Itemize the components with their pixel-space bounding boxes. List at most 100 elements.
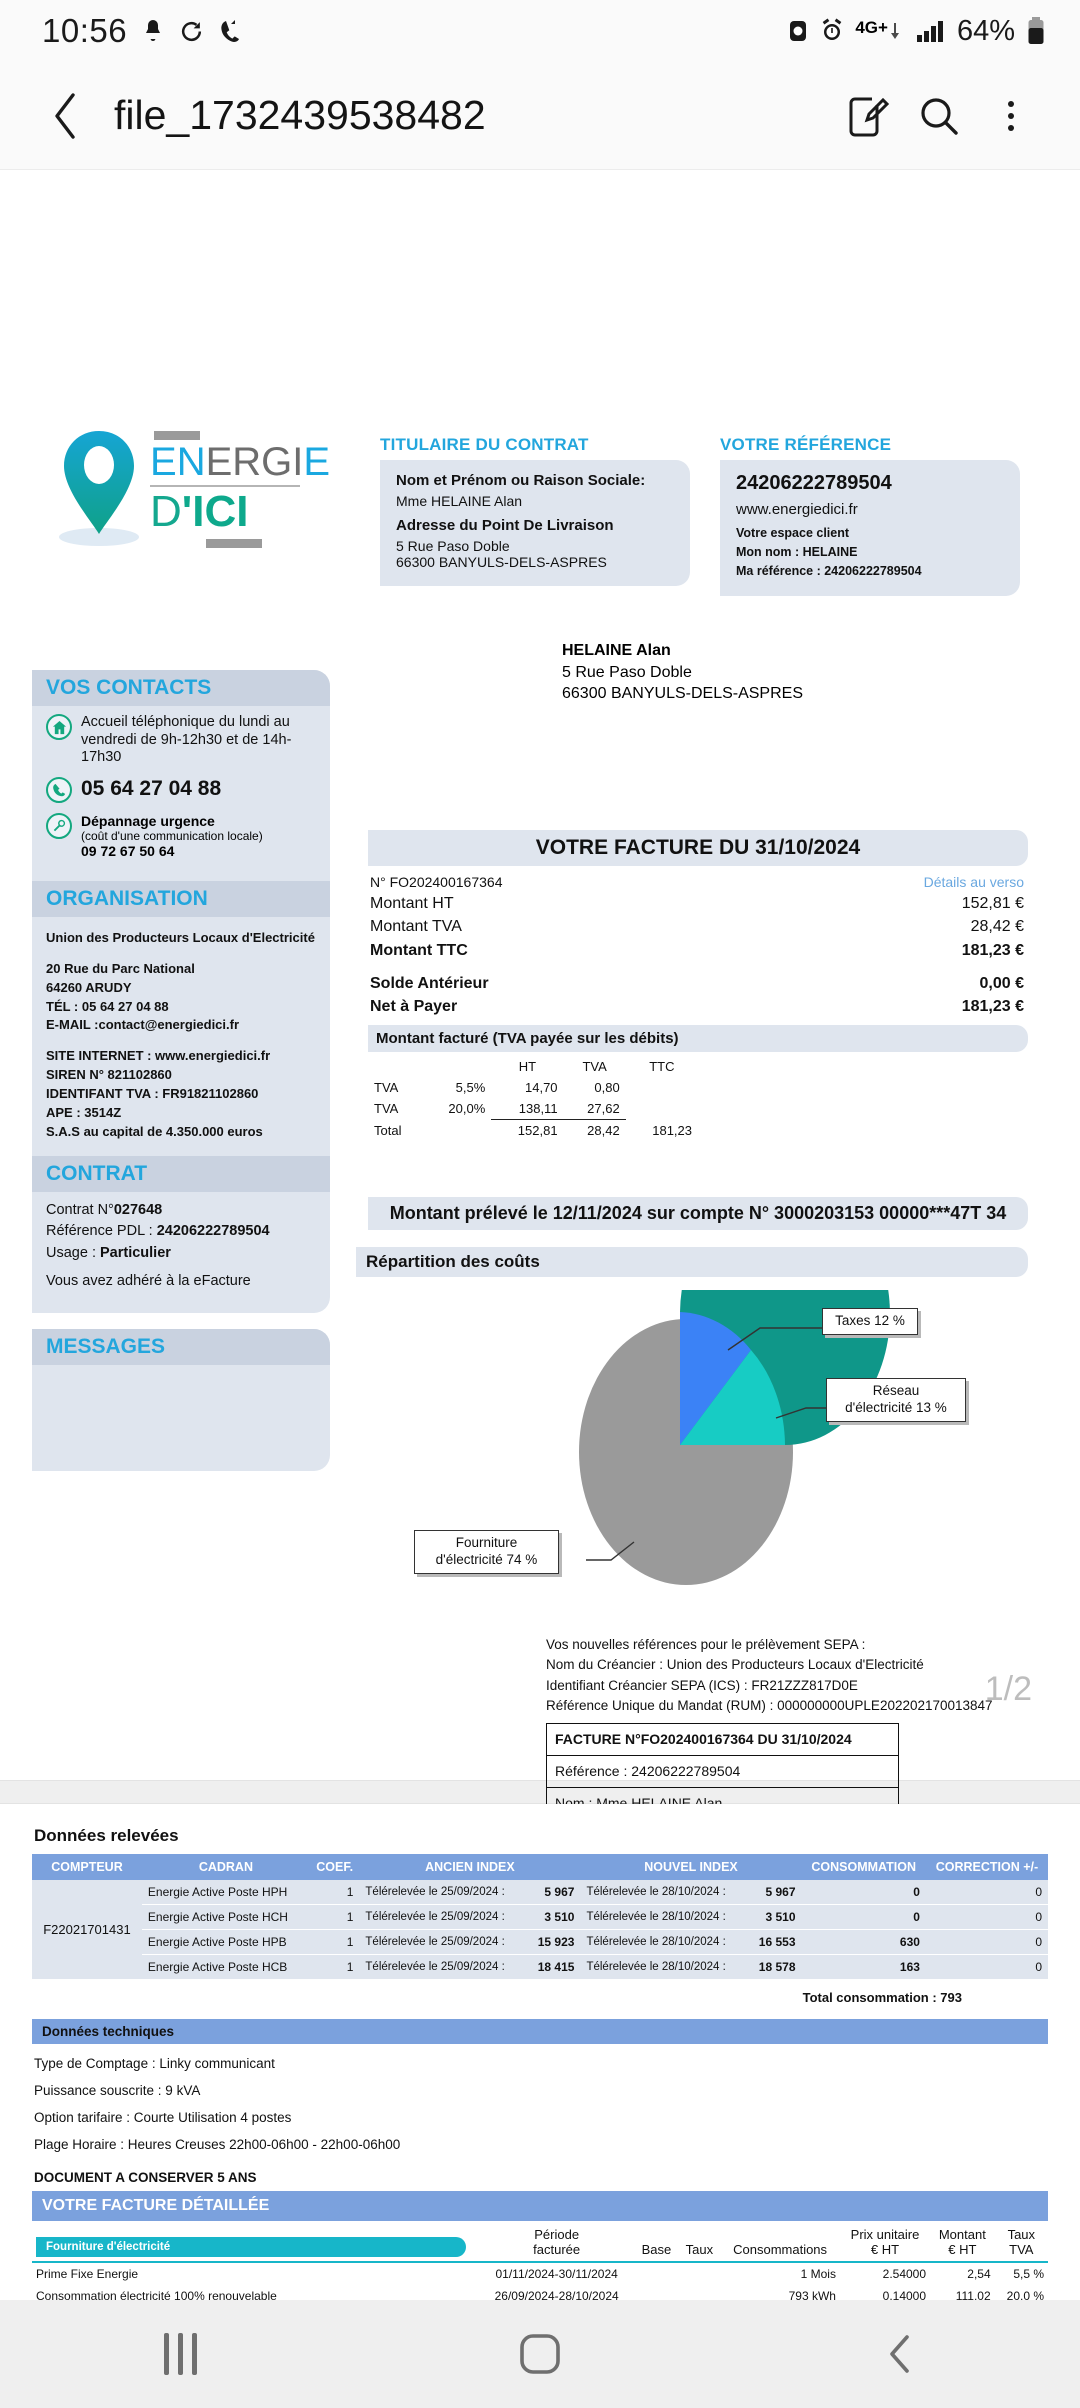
- system-navigation-bar: [0, 2300, 1080, 2408]
- ancien-label: Télérelevée le 25/09/2024 :: [359, 1954, 527, 1980]
- alarm-icon: [820, 18, 844, 44]
- tech-line: Type de Comptage : Linky communicant: [34, 2056, 275, 2071]
- document-viewer[interactable]: ENERGIE D'ICI TITULAIRE DU CONTRAT Nom e…: [0, 170, 1080, 2389]
- location-pin-icon: [59, 431, 139, 546]
- readings-table: COMPTEUR CADRAN COEF. ANCIEN INDEX NOUVE…: [32, 1854, 1048, 1980]
- row-value: 0,00 €: [979, 974, 1024, 992]
- th-periode-l1: Période: [534, 2227, 580, 2242]
- invoice-number-row: N° FO202400167364 Détails au verso: [370, 872, 1024, 892]
- nouvel-value: 18 578: [747, 1954, 802, 1980]
- vat-rate: 20,0%: [448, 1101, 486, 1117]
- invoice-page-2: Données relevées COMPTEUR CADRAN COEF. A…: [0, 1804, 1080, 2389]
- nouvel-label: Télérelevée le 28/10/2024 :: [580, 1904, 748, 1930]
- vat-ttc: [626, 1098, 698, 1120]
- contrat-usage: Usage : Particulier: [46, 1243, 318, 1265]
- more-options-icon[interactable]: [978, 83, 1044, 149]
- th-taux-tva: Taux TVA: [995, 2225, 1048, 2259]
- contacts-card: VOS CONTACTS Accueil téléphonique du lun…: [32, 670, 330, 1313]
- vat-ht: 138,11: [518, 1101, 558, 1116]
- contrat-body: Contrat N°027648 Référence PDL : 2420622…: [32, 1192, 330, 1313]
- contacts-depannage: Dépannage urgence (coût d'une communicat…: [81, 813, 263, 859]
- reference-heading: VOTRE RÉFÉRENCE: [720, 435, 892, 454]
- th-consommations: Consommations: [733, 2242, 828, 2257]
- row-label: Montant TVA: [370, 918, 462, 936]
- depannage-phone: 09 72 67 50 64: [81, 843, 175, 860]
- donnees-relevees-title: Données relevées: [34, 1826, 179, 1845]
- signal-icon: [916, 18, 946, 44]
- sepa-line2: Nom du Créancier : Union des Producteurs…: [546, 1657, 924, 1673]
- table-row: F22021701431 Energie Active Poste HPH 1 …: [32, 1880, 1048, 1980]
- back-icon[interactable]: [840, 2324, 960, 2384]
- nouvel-label: Télérelevée le 28/10/2024 :: [580, 1929, 748, 1955]
- document-conserver-note: DOCUMENT A CONSERVER 5 ANS: [34, 2170, 257, 2185]
- pie-label-taxes: Taxes 12 %: [822, 1308, 918, 1335]
- org-address2: 64260 ARUDY: [46, 979, 132, 995]
- page-indicator: 1/2: [984, 1670, 1032, 1708]
- edit-icon[interactable]: [834, 83, 900, 149]
- facture-detaillee-title: VOTRE FACTURE DÉTAILLÉE: [32, 2191, 1048, 2221]
- consommation: 0: [801, 1880, 926, 1905]
- reference-espace-client: Votre espace client: [736, 526, 850, 540]
- vat-total-row: Total 152,81 28,42 181,23: [368, 1119, 698, 1141]
- brand-logo: ENERGIE D'ICI: [38, 425, 331, 565]
- vat-rate: 5,5%: [455, 1080, 486, 1095]
- total-consommation: Total consommation : 793: [802, 1990, 962, 2005]
- organisation-body: Union des Producteurs Locaux d'Electrici…: [32, 917, 330, 1155]
- reference-ma-reference: Ma référence : 24206222789504: [736, 563, 922, 578]
- th-taux: Taux: [685, 2242, 714, 2257]
- invoice-page-1: ENERGIE D'ICI TITULAIRE DU CONTRAT Nom e…: [0, 170, 1080, 1852]
- taux-tva: 5,5 %: [1013, 2267, 1044, 2281]
- tech-line: Puissance souscrite : 9 kVA: [34, 2083, 201, 2098]
- reference-block: VOTRE RÉFÉRENCE 24206222789504 www.energ…: [720, 435, 1020, 597]
- taux: [679, 2262, 721, 2285]
- logo-rule: [150, 485, 300, 487]
- consommations: 1 Mois: [800, 2267, 836, 2281]
- montant-facture-block: Montant facturé (TVA payée sur les débit…: [368, 1025, 1028, 1141]
- th-base: Base: [641, 2242, 672, 2257]
- ancien-label: Télérelevée le 25/09/2024 :: [359, 1880, 527, 1905]
- contact-phone-row: 05 64 27 04 88: [46, 777, 318, 804]
- recipient-name: HELAINE Alan: [562, 642, 671, 659]
- cost-breakdown-pie-chart: Taxes 12 % Réseau d'électricité 13 % Fou…: [356, 1183, 1028, 1590]
- cadran: Energie Active Poste HPB: [141, 1929, 310, 1955]
- repartition-title: Répartition des coûts: [356, 1247, 1028, 1277]
- page-title: file_1732439538482: [114, 92, 486, 138]
- depannage-title: Dépannage urgence: [81, 813, 215, 830]
- logo-energie: ENERGIE: [150, 440, 331, 484]
- details-verso-link[interactable]: Détails au verso: [923, 874, 1024, 890]
- row-value: 181,23 €: [961, 998, 1024, 1016]
- recipient-line2: 66300 BANYULS-DELS-ASPRES: [562, 685, 803, 703]
- invoice-summary: VOTRE FACTURE DU 31/10/2024 N° FO2024001…: [368, 830, 1028, 1018]
- data-saver-icon: [787, 18, 809, 44]
- titulaire-address-line2: 66300 BANYULS-DELS-ASPRES: [396, 554, 607, 570]
- reference-box: 24206222789504 www.energiedici.fr Votre …: [720, 460, 1020, 597]
- taux-tva: 20,0 %: [1006, 2289, 1044, 2303]
- th-periode-l2: facturée: [533, 2242, 581, 2257]
- ancien-label: Télérelevée le 25/09/2024 :: [359, 1929, 527, 1955]
- contrat-pdl-label: Référence PDL :: [46, 1223, 157, 1240]
- tech-line: Option tarifaire : Courte Utilisation 4 …: [34, 2110, 292, 2125]
- pie-label-fourniture-l1: Fourniture: [455, 1535, 518, 1550]
- vat-ttc: [626, 1077, 698, 1098]
- th-pu-l2: € HT: [870, 2242, 900, 2257]
- org-capital: S.A.S au capital de 4.350.000 euros: [46, 1123, 263, 1139]
- th-montant: Montant € HT: [930, 2225, 995, 2259]
- search-icon[interactable]: [906, 83, 972, 149]
- vat-row: TVA 20,0% 138,11 27,62: [368, 1098, 698, 1120]
- row-label: Montant TTC: [370, 941, 468, 959]
- back-icon[interactable]: [38, 88, 94, 144]
- logo-bar-bottom: [206, 538, 262, 548]
- logo-dici: D'ICI: [150, 487, 249, 536]
- phone-icon: [46, 777, 72, 804]
- th-consommation: CONSOMMATION: [801, 1854, 926, 1880]
- status-bar: 10:56 4G+: [0, 0, 1080, 62]
- contacts-title: VOS CONTACTS: [32, 670, 330, 706]
- th-mt-l2: € HT: [948, 2242, 977, 2257]
- reference-number: 24206222789504: [736, 472, 892, 494]
- montant-facture-title: Montant facturé (TVA payée sur les débit…: [368, 1025, 1028, 1052]
- vat-tva: 27,62: [587, 1101, 620, 1116]
- invoice-row: Net à Payer 181,23 €: [370, 995, 1024, 1018]
- home-icon[interactable]: [480, 2324, 600, 2384]
- cadran: Energie Active Poste HPH: [141, 1880, 310, 1905]
- recent-apps-icon[interactable]: [120, 2324, 240, 2384]
